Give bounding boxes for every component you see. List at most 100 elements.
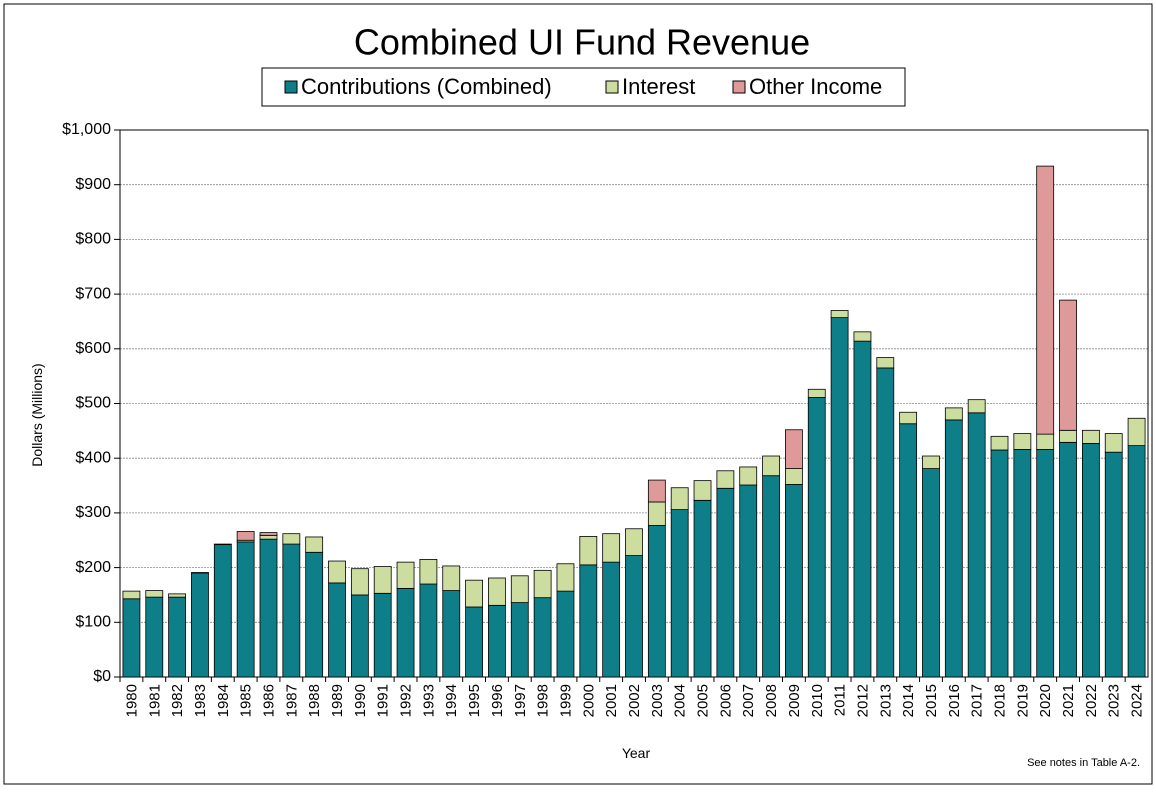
bar-segment (579, 564, 598, 678)
bar-segment (922, 455, 940, 469)
bar-segment (944, 419, 963, 678)
x-tick-label: 2009 (786, 684, 803, 717)
x-tick-label: 1991 (375, 684, 392, 717)
x-tick-label: 2006 (717, 684, 734, 717)
bar-segment (762, 475, 780, 678)
y-tick-label: $800 (75, 231, 111, 248)
bar-segment (967, 399, 986, 414)
bar-segment (465, 579, 483, 608)
bar-segment (259, 534, 278, 540)
x-tick-label: 2017 (969, 684, 986, 717)
x-tick-label: 2022 (1083, 684, 1100, 717)
bar-segment (647, 525, 666, 678)
bar-segment (830, 310, 849, 319)
bar-segment (670, 487, 689, 511)
bar-segment (899, 411, 918, 425)
bar-segment (1104, 433, 1123, 453)
bar-segment (305, 536, 324, 553)
bar-segment (122, 598, 141, 678)
bar-segment (328, 582, 346, 678)
bar-segment (785, 484, 803, 678)
bar-segment (876, 367, 895, 678)
bar-segment (396, 587, 415, 678)
x-tick-label: 2005 (695, 684, 712, 717)
bar-segment (807, 397, 826, 678)
x-tick-label: 2020 (1037, 684, 1054, 717)
x-tick-label: 2003 (649, 684, 666, 717)
x-tick-label: 1986 (260, 684, 277, 717)
bar-segment (602, 561, 621, 678)
x-tick-label: 1993 (420, 684, 437, 717)
x-tick-label: 2013 (877, 684, 894, 717)
bar-segment (693, 480, 712, 501)
bar-segment (259, 532, 278, 536)
legend-swatch (732, 80, 746, 94)
bar-segment (213, 543, 232, 546)
bar-segment (168, 593, 187, 598)
bar-segment (533, 597, 552, 678)
bar-segment (579, 536, 598, 566)
bar-segment (442, 565, 461, 591)
bar-segment (762, 455, 780, 477)
bar-segment (876, 357, 895, 369)
bar-segment (625, 555, 643, 678)
x-tick-label: 2011 (832, 684, 849, 716)
y-tick-label: $400 (75, 449, 111, 466)
y-tick-label: $500 (75, 395, 111, 412)
bar-segment (647, 501, 666, 526)
bar-segment (990, 449, 1009, 678)
y-axis-title: Dollars (Millions) (29, 363, 45, 466)
bar-segment (282, 533, 301, 545)
bar-segment (236, 541, 255, 678)
bar-segment (533, 569, 552, 599)
x-tick-label: 2012 (854, 684, 871, 717)
legend-swatch (284, 80, 298, 94)
bar-segment (236, 531, 255, 541)
x-tick-label: 1985 (238, 684, 255, 717)
bar-segment (282, 543, 301, 678)
bar-segment (625, 528, 643, 556)
bar-segment (899, 423, 918, 678)
bar-segment (853, 331, 872, 342)
y-tick-label: $300 (75, 504, 111, 521)
x-tick-label: 2024 (1129, 684, 1146, 717)
y-tick-label: $100 (75, 614, 111, 631)
x-tick-label: 1981 (146, 684, 163, 717)
bar-segment (373, 592, 392, 678)
bar-segment (944, 407, 963, 421)
bar-segment (510, 602, 529, 678)
x-tick-label: 1997 (512, 684, 529, 717)
footnote: See notes in Table A-2. (1027, 757, 1140, 769)
x-tick-label: 2015 (923, 684, 940, 717)
legend-label: Other Income (749, 74, 882, 99)
bar-segment (830, 317, 849, 678)
x-tick-label: 1994 (443, 684, 460, 717)
bar-segment (853, 340, 872, 678)
bar-segment (191, 572, 209, 678)
bar-segment (1036, 165, 1055, 435)
bar-segment (213, 544, 232, 678)
bar-segment (350, 568, 369, 596)
y-tick-label: $900 (75, 176, 111, 193)
x-tick-label: 2002 (626, 684, 643, 717)
bar-segment (1059, 441, 1077, 678)
x-tick-label: 1984 (215, 684, 232, 717)
x-tick-label: 1982 (169, 684, 186, 717)
bar-segment (556, 590, 575, 678)
x-tick-label: 2008 (763, 684, 780, 717)
bar-segment (488, 604, 506, 678)
x-tick-label: 2014 (900, 684, 917, 717)
bar-segment (1036, 449, 1055, 678)
bar-segment (122, 590, 141, 600)
bar-segment (259, 538, 278, 678)
x-tick-label: 2021 (1060, 684, 1077, 717)
bar-segment (419, 558, 438, 585)
bar-segment (1127, 445, 1146, 678)
bar-segment (739, 466, 758, 486)
bar-segment (350, 594, 369, 678)
bar-segment (967, 412, 986, 678)
y-tick-label: $1,000 (62, 121, 111, 138)
x-tick-label: 2004 (672, 684, 689, 717)
bar-segment (556, 563, 575, 592)
x-tick-label: 2019 (1014, 684, 1031, 717)
